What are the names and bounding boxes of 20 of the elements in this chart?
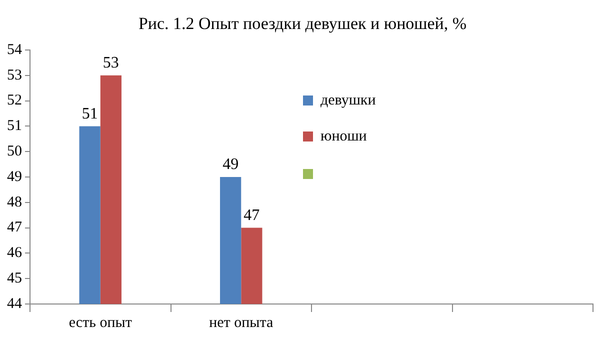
y-tick-label: 46 — [7, 245, 22, 262]
y-tick-label: 45 — [7, 270, 22, 287]
chart-title: Рис. 1.2 Опыт поездки девушек и юношей, % — [137, 14, 468, 34]
y-tick-label: 51 — [7, 118, 22, 134]
legend-label: девушки — [320, 92, 376, 108]
data-label: 53 — [102, 54, 119, 72]
y-tick-label: 47 — [7, 220, 22, 236]
y-tick-label: 49 — [7, 168, 22, 185]
x-tick-label: нет опыта — [209, 314, 274, 331]
y-tick-label: 54 — [7, 42, 22, 58]
y-tick-label: 48 — [7, 194, 22, 210]
data-label: 47 — [244, 207, 260, 224]
y-tick-label: 53 — [7, 67, 22, 84]
data-label: 49 — [222, 156, 239, 174]
x-tick-label: есть опыт — [68, 314, 132, 331]
y-tick-label: 44 — [7, 296, 22, 312]
y-tick-label: 50 — [7, 144, 22, 160]
y-tick-label: 52 — [7, 92, 22, 109]
legend-label: юноши — [320, 128, 367, 144]
data-label: 51 — [82, 105, 98, 122]
